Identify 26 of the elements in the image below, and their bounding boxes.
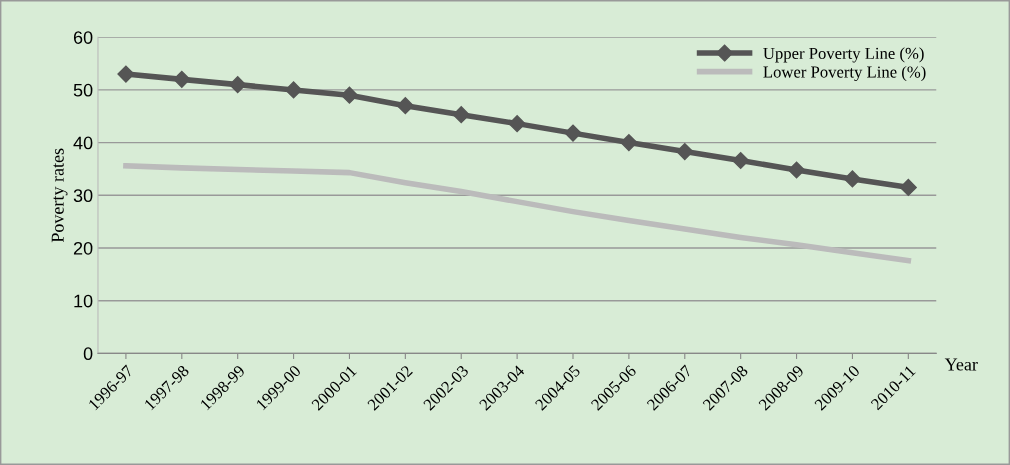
point (843, 170, 861, 188)
point (508, 115, 526, 133)
y-axis-title: Poverty rates (51, 148, 68, 243)
point (396, 97, 414, 115)
y-tick-label: 40 (73, 136, 93, 150)
point (173, 70, 191, 88)
point (788, 161, 806, 179)
point (452, 106, 470, 124)
point (899, 178, 917, 196)
y-tick-label: 30 (73, 189, 93, 203)
point (117, 65, 135, 83)
point (285, 81, 303, 99)
y-tick-label: 20 (73, 241, 93, 255)
point (340, 86, 359, 104)
y-tick-label: 0 (83, 347, 93, 361)
point (676, 143, 694, 161)
y-tick-label: 50 (73, 83, 93, 97)
y-tick-label: 60 (73, 31, 93, 44)
point (229, 76, 247, 94)
point (732, 151, 750, 170)
point (564, 124, 582, 142)
legend-label: Lower Poverty Line (%) (763, 65, 926, 82)
y-tick-label: 10 (74, 294, 93, 308)
point (620, 134, 638, 152)
legend-label: Upper Poverty Line (%) (763, 47, 924, 63)
x-axis-title: Year (944, 358, 978, 371)
